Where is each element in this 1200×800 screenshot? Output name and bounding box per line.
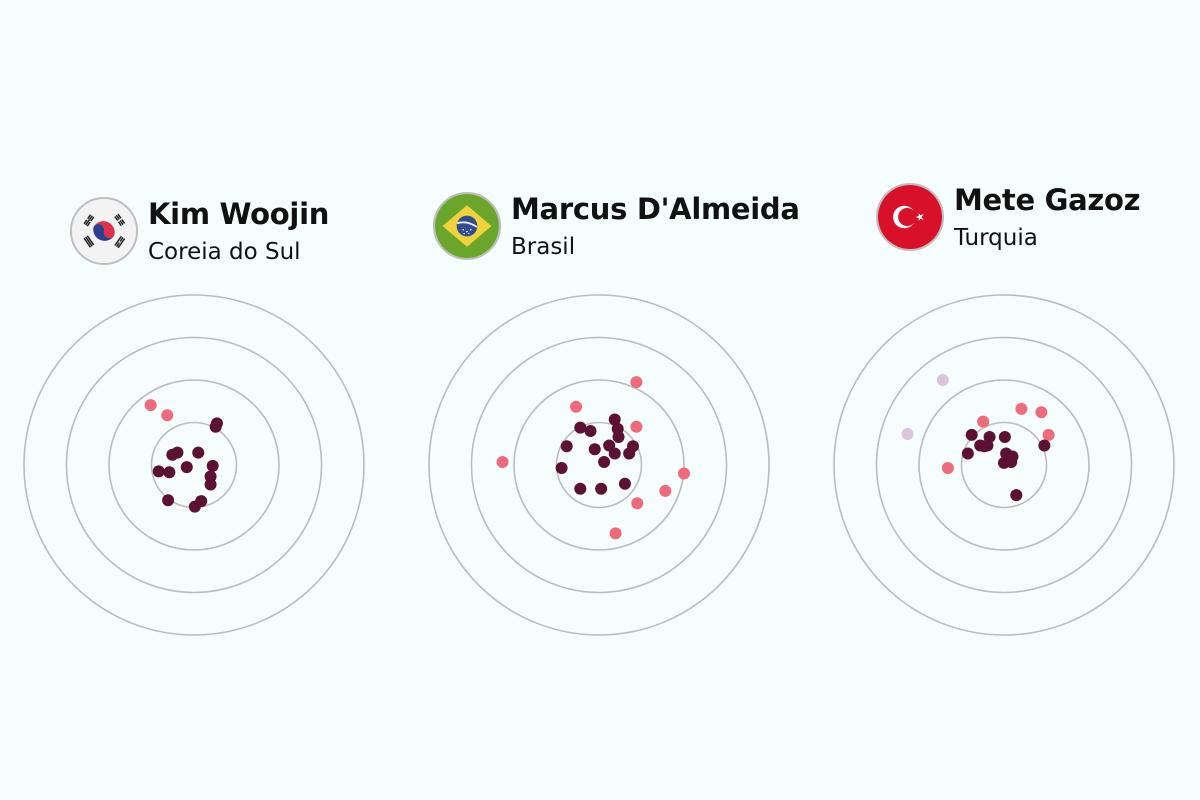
shot-point bbox=[588, 443, 601, 456]
shot-point bbox=[1035, 406, 1048, 419]
shot-point bbox=[584, 425, 597, 437]
shot-point bbox=[1015, 402, 1028, 415]
target-ring bbox=[65, 336, 323, 594]
panel-marcus-dalmeida: Marcus D'Almeida Brasil bbox=[400, 0, 800, 800]
shot-point bbox=[609, 527, 622, 540]
shot-point bbox=[608, 447, 621, 460]
shot-point bbox=[206, 459, 219, 472]
target-ring bbox=[470, 336, 728, 594]
target-chart bbox=[833, 294, 1175, 636]
shot-point bbox=[965, 428, 978, 441]
shot-point bbox=[961, 447, 974, 460]
shot-point bbox=[570, 400, 583, 413]
target-ring bbox=[918, 379, 1090, 551]
shot-point bbox=[612, 430, 625, 443]
shot-point bbox=[162, 494, 175, 507]
shot-point bbox=[1042, 428, 1055, 441]
shot-point bbox=[188, 500, 201, 513]
country-name: Turquia bbox=[954, 225, 1038, 251]
shot-point bbox=[659, 484, 672, 497]
shot-point bbox=[144, 399, 157, 412]
target-ring bbox=[23, 294, 365, 636]
target-ring bbox=[108, 379, 280, 551]
target-ring bbox=[513, 379, 685, 551]
target-ring bbox=[833, 294, 1175, 636]
shot-point bbox=[171, 446, 184, 459]
shot-point bbox=[574, 482, 587, 495]
shot-point bbox=[1038, 439, 1051, 452]
shot-point bbox=[163, 466, 176, 479]
shot-point bbox=[1005, 456, 1018, 469]
athlete-header: Kim Woojin Coreia do Sul bbox=[70, 197, 329, 267]
shot-point bbox=[161, 409, 174, 422]
shot-point bbox=[630, 376, 643, 389]
shot-point bbox=[901, 427, 914, 440]
shot-point bbox=[678, 467, 690, 480]
athlete-name: Marcus D'Almeida bbox=[511, 192, 800, 226]
athlete-header: Mete Gazoz Turquia bbox=[876, 183, 1141, 253]
shot-point bbox=[618, 477, 631, 490]
shot-point bbox=[623, 447, 636, 460]
shot-point bbox=[631, 497, 644, 510]
target-ring bbox=[150, 421, 238, 509]
shot-point bbox=[595, 482, 608, 495]
shot-point bbox=[210, 417, 223, 430]
athlete-name: Mete Gazoz bbox=[954, 183, 1141, 217]
target-ring bbox=[875, 336, 1133, 594]
target-ring bbox=[428, 294, 770, 636]
shot-point bbox=[496, 456, 509, 469]
shot-point bbox=[608, 413, 621, 426]
panel-mete-gazoz: Mete Gazoz Turquia bbox=[800, 0, 1200, 800]
shot-point bbox=[977, 415, 990, 428]
shot-point bbox=[555, 461, 568, 474]
shot-point bbox=[560, 440, 573, 453]
shot-point bbox=[192, 446, 205, 459]
country-name: Coreia do Sul bbox=[148, 239, 301, 265]
brazil-flag-icon bbox=[433, 192, 501, 260]
shot-point bbox=[574, 421, 587, 434]
south-korea-flag-icon bbox=[70, 197, 138, 265]
shot-point bbox=[974, 439, 987, 452]
turkey-flag-icon bbox=[876, 183, 944, 251]
shot-point bbox=[598, 456, 611, 469]
target-ring bbox=[960, 421, 1048, 509]
shot-point bbox=[180, 461, 193, 474]
target-chart bbox=[23, 294, 365, 636]
shot-point bbox=[998, 430, 1011, 443]
target-chart bbox=[428, 294, 770, 636]
athlete-header: Marcus D'Almeida Brasil bbox=[433, 192, 800, 262]
shot-point bbox=[204, 478, 217, 491]
shot-point bbox=[152, 465, 165, 478]
shot-point bbox=[630, 420, 643, 433]
shot-point bbox=[941, 461, 954, 474]
shot-point bbox=[936, 374, 949, 386]
panel-kim-woojin: Kim Woojin Coreia do Sul bbox=[0, 0, 400, 800]
athlete-name: Kim Woojin bbox=[148, 197, 330, 231]
country-name: Brasil bbox=[511, 234, 576, 260]
shot-point bbox=[1010, 489, 1023, 502]
